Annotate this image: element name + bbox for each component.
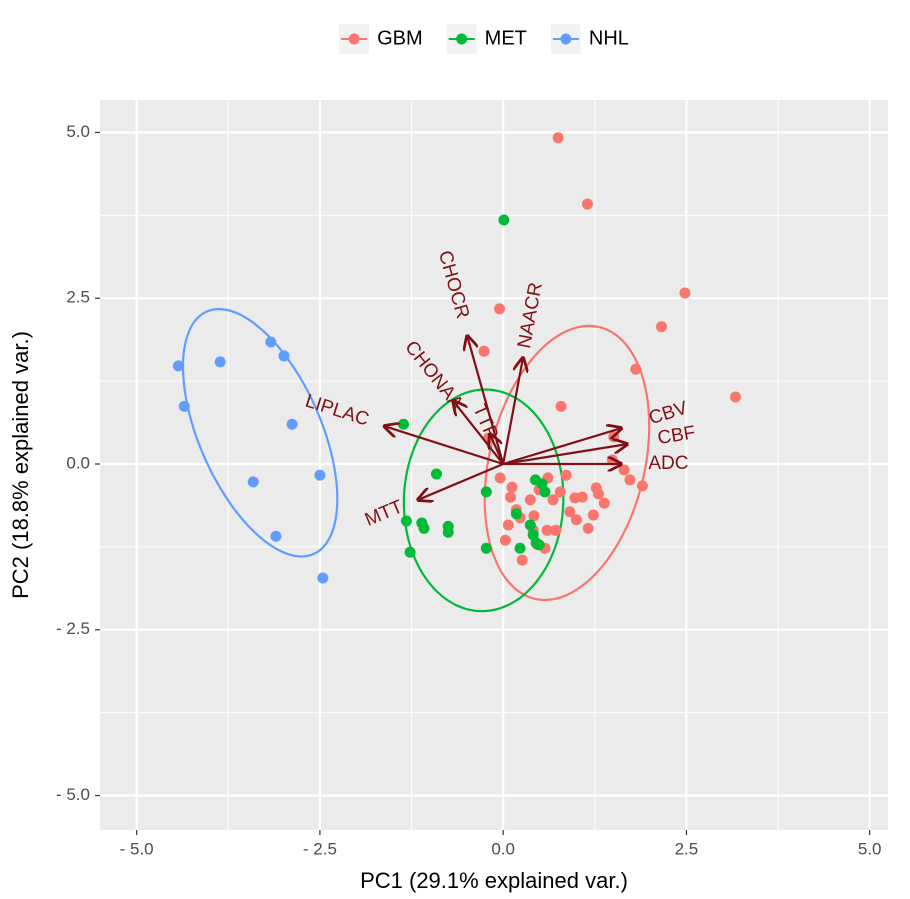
y-axis-title: PC2 (18.8% explained var.) bbox=[8, 331, 33, 599]
point bbox=[442, 526, 454, 538]
point bbox=[592, 488, 604, 500]
point bbox=[493, 303, 505, 315]
loading-arrow bbox=[384, 426, 504, 466]
point bbox=[524, 494, 536, 506]
point bbox=[618, 464, 630, 476]
legend-key-dot bbox=[456, 33, 468, 45]
point bbox=[570, 514, 582, 526]
legend-label: GBM bbox=[377, 27, 423, 49]
point bbox=[598, 497, 610, 509]
point bbox=[624, 474, 636, 486]
point bbox=[418, 522, 430, 534]
point bbox=[608, 431, 620, 443]
x-tick-label: 2.5 bbox=[675, 839, 699, 858]
x-tick-label: 5.0 bbox=[858, 839, 882, 858]
ellipse bbox=[483, 324, 651, 601]
point bbox=[630, 363, 642, 375]
point bbox=[636, 480, 648, 492]
point bbox=[533, 539, 545, 551]
point bbox=[730, 391, 742, 403]
point bbox=[317, 572, 329, 584]
legend-key-dot bbox=[348, 33, 360, 45]
point bbox=[214, 356, 226, 368]
x-tick-label: - 2.5 bbox=[303, 839, 337, 858]
legend-label: MET bbox=[485, 27, 527, 49]
point bbox=[510, 508, 522, 520]
point bbox=[247, 476, 259, 488]
point bbox=[679, 287, 691, 299]
point bbox=[172, 360, 184, 372]
legend-item: NHL bbox=[550, 24, 629, 54]
loading-arrow bbox=[453, 401, 505, 465]
point bbox=[564, 506, 576, 518]
legend-item: MET bbox=[446, 24, 527, 54]
point bbox=[539, 486, 551, 498]
point bbox=[581, 198, 593, 210]
point bbox=[499, 534, 511, 546]
loading-arrow bbox=[418, 462, 504, 500]
point bbox=[514, 542, 526, 554]
point bbox=[560, 469, 572, 481]
point bbox=[314, 469, 326, 481]
point bbox=[506, 481, 518, 493]
point bbox=[498, 214, 510, 226]
point bbox=[265, 336, 277, 348]
loading-arrow bbox=[502, 358, 523, 465]
point bbox=[397, 418, 409, 430]
y-tick-label: 2.5 bbox=[66, 288, 90, 307]
point bbox=[550, 524, 562, 536]
point bbox=[555, 400, 567, 412]
point bbox=[502, 519, 514, 531]
point bbox=[404, 546, 416, 558]
point bbox=[552, 132, 564, 144]
loading-arrow bbox=[502, 428, 621, 466]
point bbox=[528, 510, 540, 522]
point bbox=[554, 486, 566, 498]
variable-label: ADC bbox=[648, 453, 688, 474]
point bbox=[286, 418, 298, 430]
y-tick-label: - 5.0 bbox=[56, 785, 90, 804]
legend-key-dot bbox=[560, 33, 572, 45]
loading-arrow bbox=[490, 434, 505, 465]
x-axis-title: PC1 (29.1% explained var.) bbox=[360, 868, 628, 893]
point bbox=[400, 515, 412, 527]
legend-item: GBM bbox=[339, 24, 423, 54]
legend-label: NHL bbox=[589, 27, 629, 49]
point bbox=[494, 472, 506, 484]
point bbox=[478, 345, 490, 357]
point bbox=[480, 486, 492, 498]
point bbox=[504, 491, 516, 503]
point bbox=[480, 542, 492, 554]
point bbox=[516, 554, 528, 566]
point bbox=[270, 530, 282, 542]
y-tick-label: 5.0 bbox=[66, 122, 90, 141]
ellipse bbox=[402, 388, 565, 613]
point bbox=[524, 519, 536, 531]
y-tick-label: - 2.5 bbox=[56, 619, 90, 638]
point bbox=[278, 350, 290, 362]
point bbox=[655, 321, 667, 333]
y-tick-label: 0.0 bbox=[66, 453, 90, 472]
x-tick-label: 0.0 bbox=[491, 839, 515, 858]
point bbox=[576, 491, 588, 503]
x-tick-label: - 5.0 bbox=[120, 839, 154, 858]
point bbox=[547, 494, 559, 506]
point bbox=[430, 468, 442, 480]
point bbox=[541, 524, 553, 536]
point bbox=[587, 509, 599, 521]
point bbox=[582, 522, 594, 534]
loading-arrow bbox=[502, 444, 627, 466]
point bbox=[178, 400, 190, 412]
